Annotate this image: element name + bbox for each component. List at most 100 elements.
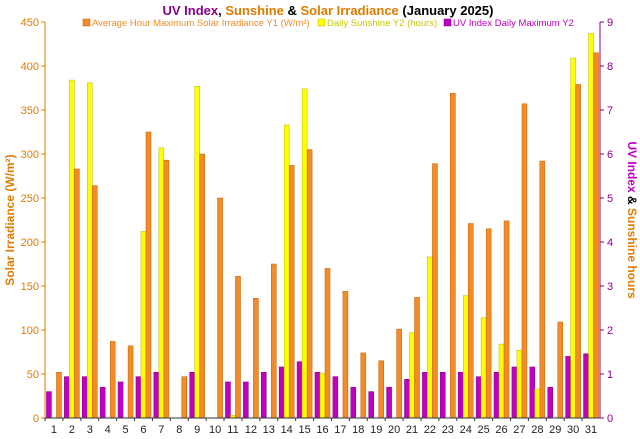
bar-uv-day-24: [457, 371, 464, 419]
left-tick-label: 300: [21, 149, 39, 161]
bar-uv-day-31: [583, 353, 589, 419]
bar-uv-day-25: [475, 376, 482, 419]
ylabel-right-segment-0: UV Index: [625, 141, 639, 193]
bar-sunshine-day-7: [158, 147, 165, 419]
x-tick-label: 10: [209, 424, 221, 436]
bar-irradiance-day-13: [271, 263, 277, 419]
x-tick-label: 13: [263, 424, 275, 436]
x-tick-label: 6: [140, 424, 146, 436]
bar-irradiance-day-14: [288, 165, 295, 419]
bar-uv-day-26: [493, 371, 500, 419]
bar-irradiance-day-19: [378, 360, 384, 419]
bar-irradiance-day-29: [557, 321, 564, 419]
bar-uv-day-23: [440, 371, 446, 419]
x-tick-label: 2: [69, 424, 75, 436]
left-tick-label: 450: [21, 17, 39, 29]
bar-uv-day-16: [314, 371, 321, 419]
x-tick-label: 25: [478, 424, 490, 436]
x-tick-label: 7: [158, 424, 164, 436]
right-tick-label: 1: [607, 369, 613, 381]
x-tick-label: 8: [176, 424, 182, 436]
bar-uv-day-18: [350, 386, 357, 419]
bar-sunshine-day-9: [194, 85, 200, 419]
title-segment-0: UV Index: [163, 3, 219, 18]
x-tick-label: 20: [388, 424, 400, 436]
bar-uv-day-29: [547, 386, 553, 419]
bar-irradiance-day-10: [217, 197, 223, 419]
legend-swatch-2: [443, 18, 452, 27]
x-tick-label: 30: [567, 424, 579, 436]
x-tick-label: 24: [460, 424, 472, 436]
bar-irradiance-day-1: [56, 371, 62, 419]
bar-uv-day-19: [368, 391, 374, 419]
x-tick-label: 21: [406, 424, 418, 436]
title-segment-3: &: [284, 3, 301, 18]
y-axis-title-left: Solar Irradiance (W/m²): [3, 154, 17, 285]
x-axis: 1 2 3 4 5 6 7 8 9 10 11 12 13 14 15 16 17 18 19 20 21 22 23 24 2…: [44, 417, 600, 436]
bar-uv-day-28: [529, 366, 536, 419]
bar-irradiance-day-12: [253, 298, 259, 419]
right-tick-label: 3: [607, 281, 613, 293]
bar-sunshine-day-26: [498, 343, 505, 419]
bar-irradiance-day-25: [485, 228, 492, 419]
bar-irradiance-day-20: [396, 328, 402, 419]
bar-uv-day-15: [296, 361, 303, 419]
plot-area: [46, 33, 599, 419]
bar-sunshine-day-27: [516, 349, 523, 419]
bar-uv-day-7: [153, 371, 160, 419]
bar-uv-day-6: [135, 376, 142, 419]
left-tick-label: 400: [21, 61, 39, 73]
left-tick-label: 0: [33, 413, 39, 425]
bar-uv-day-4: [99, 386, 106, 419]
bar-irradiance-day-15: [306, 149, 313, 419]
x-tick-label: 11: [227, 424, 238, 436]
right-tick-label: 6: [607, 149, 613, 161]
bar-uv-day-3: [81, 376, 88, 419]
bar-uv-day-20: [386, 386, 392, 419]
bar-uv-day-22: [422, 371, 428, 419]
x-tick-label: 15: [298, 424, 310, 436]
ylabel-right-segment-1: &: [625, 193, 639, 208]
bar-irradiance-day-28: [539, 160, 546, 419]
bar-sunshine-day-31: [588, 33, 594, 419]
bar-sunshine-day-16: [319, 372, 326, 419]
bar-irradiance-day-31: [593, 52, 599, 419]
bar-irradiance-day-17: [342, 291, 349, 419]
bar-uv-day-5: [117, 381, 124, 419]
x-tick-label: 27: [513, 424, 525, 436]
x-tick-label: 17: [334, 424, 346, 436]
x-tick-label: 16: [316, 424, 328, 436]
y-axis-title-right: UV Index & Sunshine hours: [625, 141, 639, 299]
legend-label-1: Daily Sunshine Y2 (hours): [327, 18, 437, 29]
legend-label-2: UV Index Daily Maximum Y2: [453, 18, 574, 29]
bar-sunshine-day-25: [480, 317, 487, 419]
x-tick-label: 29: [549, 424, 561, 436]
x-tick-label: 14: [281, 424, 293, 436]
bar-irradiance-day-27: [521, 103, 528, 419]
title-segment-1: ,: [218, 3, 225, 18]
bar-irradiance-day-7: [163, 159, 170, 419]
bar-irradiance-day-30: [575, 84, 581, 419]
bar-irradiance-day-8: [181, 376, 188, 419]
right-tick-label: 9: [607, 17, 613, 29]
bar-irradiance-day-9: [199, 153, 205, 419]
bar-irradiance-day-6: [145, 131, 152, 419]
bar-irradiance-day-21: [414, 297, 420, 419]
right-tick-label: 8: [607, 61, 613, 73]
title-segment-5: (January 2025): [399, 3, 494, 18]
bar-irradiance-day-3: [92, 185, 98, 419]
bar-irradiance-day-16: [324, 268, 331, 419]
chart-title: UV Index, Sunshine & Solar Irradiance (J…: [163, 3, 494, 18]
x-tick-label: 18: [352, 424, 364, 436]
left-tick-label: 250: [21, 193, 39, 205]
bar-uv-day-13: [261, 371, 267, 419]
left-tick-label: 200: [21, 237, 39, 249]
ylabel-right-segment-2: Sunshine hours: [625, 208, 639, 299]
bar-uv-day-11: [225, 381, 231, 419]
bar-uv-day-21: [404, 379, 410, 419]
bar-uv-day-14: [278, 366, 285, 419]
x-tick-label: 9: [194, 424, 200, 436]
bar-sunshine-day-14: [283, 124, 290, 419]
